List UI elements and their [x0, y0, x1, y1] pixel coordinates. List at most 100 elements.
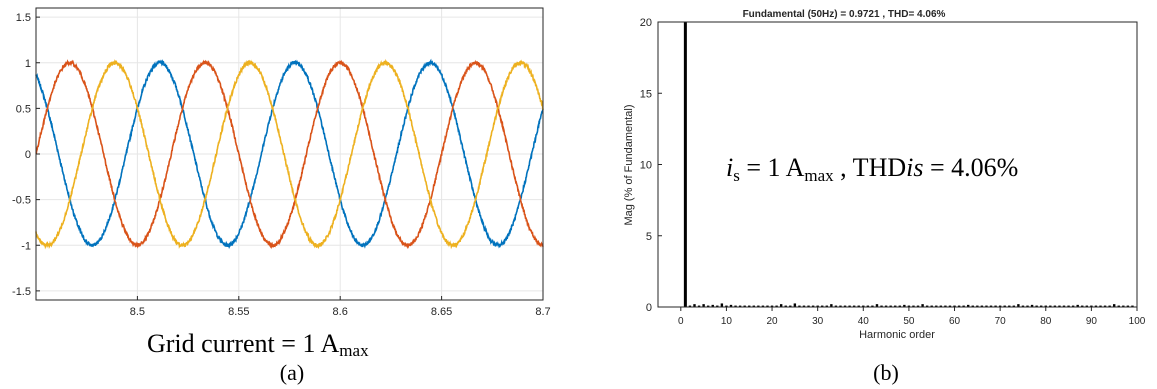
harmonic-bar-62 — [962, 305, 965, 307]
harmonic-bar-65 — [976, 305, 979, 307]
harmonic-bar-23 — [784, 305, 787, 307]
x-tick-label: 50 — [903, 316, 915, 327]
harmonic-bar-72 — [1008, 305, 1011, 307]
harmonic-bar-92 — [1099, 305, 1102, 307]
harmonic-bar-11 — [729, 304, 733, 307]
harmonic-bar-39 — [857, 305, 860, 307]
harmonic-bar-37 — [848, 305, 851, 307]
harmonic-bar-53 — [921, 304, 924, 307]
harmonic-bar-73 — [1012, 305, 1016, 307]
harmonic-bar-79 — [1040, 305, 1043, 307]
harmonic-bar-12 — [734, 305, 737, 307]
harmonic-bar-59 — [948, 305, 952, 307]
harmonic-bar-60 — [953, 305, 956, 307]
x-tick-label: 20 — [766, 316, 778, 327]
y-tick-label: 1 — [25, 58, 31, 70]
harmonic-bar-88 — [1081, 305, 1084, 307]
x-tick-label: 40 — [858, 316, 870, 327]
harmonic-bar-96 — [1117, 305, 1120, 307]
harmonic-bar-93 — [1103, 305, 1107, 307]
harmonic-bar-67 — [985, 305, 988, 307]
harmonic-bar-61 — [957, 305, 961, 307]
harmonic-bar-90 — [1090, 305, 1093, 307]
harmonic-bar-35 — [839, 305, 842, 307]
y-axis-label: Mag (% of Fundamental) — [623, 104, 635, 225]
harmonic-bar-99 — [1131, 305, 1134, 307]
harmonic-bar-5 — [702, 304, 705, 307]
harmonic-bar-78 — [1035, 305, 1038, 307]
harmonic-bar-55 — [930, 305, 933, 307]
y-tick-label: 1.5 — [16, 12, 31, 24]
panel-caption-a: (a) — [280, 360, 304, 385]
x-axis-label: Harmonic order — [859, 329, 935, 341]
harmonic-bar-68 — [989, 305, 993, 307]
harmonic-bar-6 — [706, 305, 710, 307]
y-tick-label: 0 — [25, 149, 31, 161]
harmonic-bar-18 — [761, 305, 765, 307]
plot-area — [658, 22, 1137, 307]
x-tick-label: 30 — [812, 316, 824, 327]
x-tick-label: 90 — [1086, 316, 1098, 327]
grid-current-chart: 8.5 8.55 8.6 8.65 8.7 1.5 1 0.5 0 -0.5 -1 -1.5 Gri… — [12, 7, 551, 360]
harmonic-bar-50 — [907, 305, 911, 307]
phase-2-current-line — [35, 59, 544, 250]
harmonic-bar-97 — [1122, 305, 1125, 307]
grid-lines — [36, 8, 544, 300]
x-tick-label: 70 — [995, 316, 1007, 327]
harmonic-bar-10 — [725, 305, 728, 307]
harmonic-bars — [683, 22, 1134, 307]
x-tick-label: 8.6 — [333, 306, 348, 318]
harmonic-bar-74 — [1017, 304, 1020, 307]
harmonic-bar-4 — [697, 305, 701, 307]
harmonic-bar-24 — [789, 305, 792, 307]
harmonic-bar-19 — [766, 305, 769, 307]
harmonic-bar-76 — [1026, 305, 1029, 307]
harmonic-bar-70 — [998, 305, 1002, 307]
panel-caption-b: (b) — [873, 360, 899, 385]
harmonic-bar-17 — [757, 305, 760, 307]
harmonic-spectrum-chart: Fundamental (50Hz) = 0.9721 , THD= 4.06%… — [623, 9, 1146, 341]
y-tick-label: 20 — [640, 17, 652, 29]
harmonic-bar-26 — [798, 305, 801, 307]
y-tick-label: -1.5 — [12, 286, 31, 298]
harmonic-bar-40 — [862, 305, 865, 307]
harmonic-bar-69 — [994, 305, 997, 307]
harmonic-bar-34 — [834, 305, 838, 307]
harmonic-bar-28 — [807, 305, 810, 307]
harmonic-bar-9 — [720, 303, 724, 307]
harmonic-bar-7 — [711, 304, 714, 307]
x-ticks: 8.5 8.55 8.6 8.65 8.7 — [130, 296, 551, 318]
y-ticks: 1.5 1 0.5 0 -0.5 -1 -1.5 — [12, 12, 40, 298]
harmonic-bar-64 — [971, 305, 974, 307]
y-tick-label: -0.5 — [12, 195, 31, 207]
grid-current-annotation: Grid current = 1 Amax — [147, 329, 369, 360]
thd-annotation: is = 1 Amax , THDis = 4.06% — [726, 153, 1018, 185]
harmonic-bar-29 — [811, 305, 815, 307]
harmonic-bar-57 — [939, 305, 943, 307]
phase-3-current-line — [35, 58, 544, 250]
harmonic-bar-80 — [1044, 305, 1047, 307]
current-waveforms — [35, 58, 544, 250]
harmonic-bar-15 — [748, 305, 751, 307]
harmonic-bar-14 — [743, 305, 746, 307]
harmonic-bar-46 — [889, 305, 892, 307]
harmonic-bar-51 — [912, 305, 915, 307]
harmonic-bar-41 — [866, 305, 870, 307]
x-tick-label: 80 — [1040, 316, 1052, 327]
harmonic-bar-21 — [775, 305, 778, 307]
y-ticks: 0 5 10 15 20 — [640, 17, 662, 314]
chart-title: Fundamental (50Hz) = 0.9721 , THD= 4.06% — [743, 9, 946, 20]
harmonic-bar-43 — [875, 304, 879, 307]
y-tick-label: -1 — [21, 240, 31, 252]
harmonic-bar-83 — [1058, 305, 1061, 307]
harmonic-bar-54 — [925, 305, 929, 307]
harmonic-bar-56 — [935, 305, 938, 307]
harmonic-bar-47 — [894, 305, 897, 307]
harmonic-bar-63 — [967, 304, 970, 307]
x-tick-label: 100 — [1129, 316, 1146, 327]
y-tick-label: 0.5 — [16, 103, 31, 115]
x-tick-label: 8.65 — [431, 306, 452, 318]
harmonic-bar-32 — [825, 305, 828, 307]
harmonic-bar-45 — [884, 305, 888, 307]
